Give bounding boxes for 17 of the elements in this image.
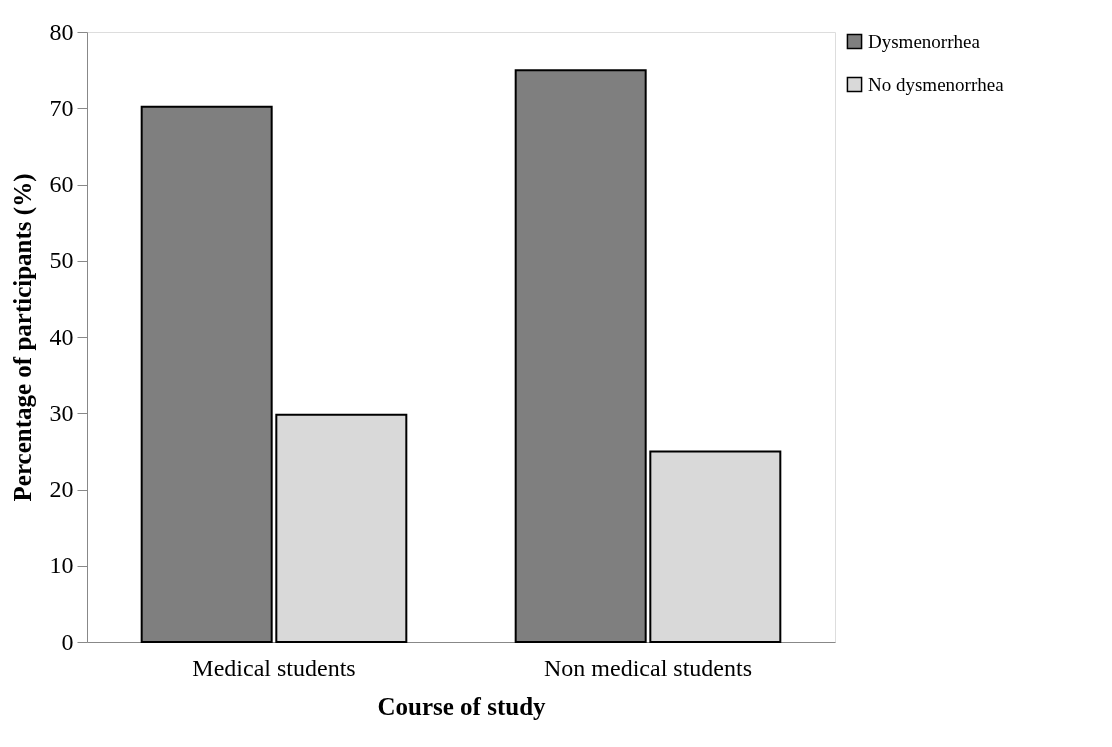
- y-axis-title: Percentage of participants (%): [8, 173, 37, 502]
- y-tick-label: 60: [49, 171, 74, 197]
- bar: [649, 450, 782, 643]
- bar: [275, 413, 408, 643]
- x-axis-title: Course of study: [377, 692, 547, 720]
- y-tick-label: 0: [61, 628, 74, 655]
- y-tick-label: 40: [49, 323, 74, 350]
- y-tick-label: 20: [49, 476, 74, 502]
- y-tick-label: 30: [49, 399, 74, 426]
- legend-label: No dysmenorrhea: [868, 73, 1005, 95]
- x-tick-label: Non medical students: [544, 654, 752, 681]
- y-tick-label: 10: [49, 552, 74, 579]
- legend-label: Dysmenorrhea: [868, 30, 981, 52]
- y-tick-label: 80: [49, 18, 74, 45]
- x-tick-label: Medical students: [192, 654, 356, 681]
- y-tick-label: 50: [49, 247, 74, 274]
- y-tick-label: 70: [49, 94, 74, 121]
